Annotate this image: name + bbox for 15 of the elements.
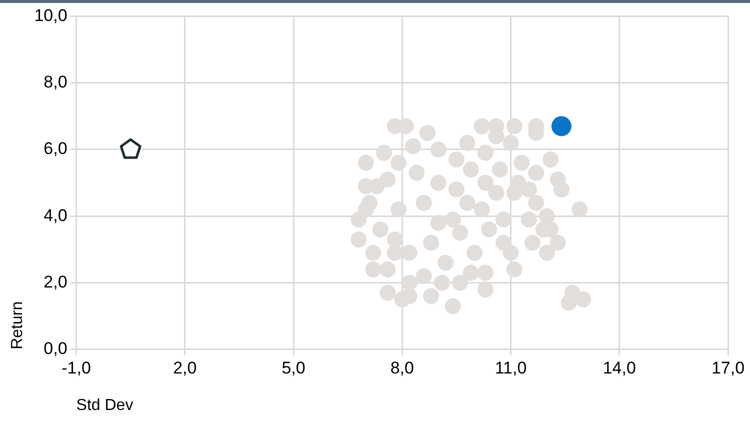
x-tick-label: 8,0 bbox=[390, 358, 414, 378]
y-axis-title: Return bbox=[9, 301, 26, 350]
y-tick-label: 2,0 bbox=[44, 272, 68, 292]
y-tick-label: 10,0 bbox=[34, 6, 68, 25]
x-tick-label: 5,0 bbox=[282, 358, 306, 378]
y-tick-label: 8,0 bbox=[44, 72, 68, 92]
x-tick-label: 14,0 bbox=[602, 358, 636, 378]
y-tick-label: 4,0 bbox=[44, 206, 68, 225]
x-tick-label: 11,0 bbox=[494, 358, 527, 378]
x-tick-label: -1,0 bbox=[62, 358, 91, 378]
x-axis-title: Std Dev bbox=[76, 396, 134, 414]
y-tick-label: 6,0 bbox=[44, 139, 68, 158]
x-tick-label: 17,0 bbox=[711, 358, 745, 378]
x-tick-label: 2,0 bbox=[173, 358, 197, 378]
y-tick-label: 0,0 bbox=[44, 339, 68, 358]
